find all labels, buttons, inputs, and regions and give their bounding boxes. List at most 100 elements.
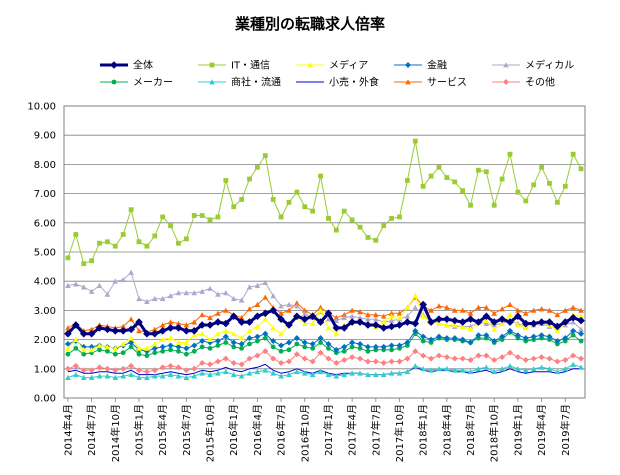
data-point [380, 313, 387, 319]
data-point [333, 227, 339, 233]
data-point [578, 338, 584, 344]
data-point [64, 365, 71, 372]
data-point [245, 318, 254, 326]
data-point [578, 364, 584, 370]
legend-label: 商社・流通 [231, 76, 281, 89]
data-point [168, 347, 173, 353]
data-point [230, 330, 237, 337]
data-point [420, 338, 426, 344]
data-point [357, 355, 364, 362]
data-point [160, 214, 166, 220]
data-point [199, 213, 205, 218]
data-point [326, 345, 331, 351]
data-point [65, 345, 71, 351]
data-point [183, 367, 190, 374]
data-point [128, 371, 134, 378]
data-point [223, 328, 229, 334]
data-point [310, 345, 316, 351]
data-point [247, 341, 252, 347]
data-point [73, 281, 79, 287]
data-point [269, 306, 277, 315]
data-point [539, 164, 544, 170]
data-point [436, 366, 442, 372]
data-point [183, 290, 190, 296]
data-point [183, 345, 190, 352]
data-point [412, 327, 419, 334]
data-point [79, 329, 88, 338]
data-point [238, 373, 245, 379]
data-point [373, 316, 379, 322]
data-point [333, 346, 340, 353]
data-point [570, 361, 576, 367]
data-point [458, 318, 467, 326]
data-point [168, 223, 173, 229]
x-tick-label: 2015年7月 [180, 404, 193, 456]
data-point [451, 367, 458, 373]
data-point [491, 326, 498, 332]
data-point [229, 312, 238, 321]
data-point [325, 340, 332, 347]
data-point [396, 310, 403, 316]
data-point [302, 344, 308, 350]
data-point [372, 358, 379, 365]
data-point [199, 288, 205, 294]
data-point [317, 335, 324, 342]
data-point [365, 316, 371, 322]
data-point [475, 304, 482, 310]
data-point [151, 367, 158, 374]
data-point [507, 363, 513, 369]
data-point [151, 295, 158, 302]
data-point [530, 307, 537, 313]
data-point [167, 342, 174, 349]
data-point [230, 359, 237, 366]
y-tick-label: 2.00 [34, 335, 56, 346]
data-point [97, 347, 102, 353]
data-point [144, 353, 150, 359]
data-point [444, 304, 450, 310]
data-point [262, 153, 268, 159]
data-point [73, 345, 79, 351]
data-point [428, 367, 434, 373]
data-point [136, 374, 142, 380]
data-point [460, 188, 466, 194]
data-point [199, 330, 205, 337]
data-point [491, 357, 498, 364]
data-point [278, 303, 284, 309]
data-point [262, 294, 269, 300]
data-point [373, 311, 379, 318]
data-point [144, 374, 150, 380]
x-axis: 2014年4月 2014年7月 2014年10月 2015年1月 2015年4月 2015… [61, 398, 572, 462]
data-point [183, 322, 190, 328]
data-point [112, 345, 119, 351]
data-point [270, 197, 276, 202]
data-point [404, 368, 411, 375]
data-point [159, 343, 166, 350]
data-point [294, 341, 300, 347]
data-point [223, 340, 229, 345]
data-point [73, 232, 79, 237]
data-point [120, 276, 127, 283]
data-point [515, 189, 521, 195]
data-point [88, 367, 95, 374]
data-point [397, 214, 402, 220]
data-point [522, 335, 529, 342]
data-point [444, 175, 450, 180]
data-point [151, 373, 158, 379]
data-point [435, 315, 443, 323]
data-point [262, 335, 268, 341]
data-point [547, 180, 552, 186]
data-point [561, 318, 570, 326]
data-point [420, 352, 427, 359]
data-point [136, 345, 142, 351]
data-point [435, 352, 442, 359]
legend-marker [405, 79, 411, 85]
data-point [554, 368, 561, 375]
data-point [285, 358, 292, 365]
data-point [285, 321, 293, 329]
x-tick-label: 2014年7月 [85, 404, 98, 456]
data-point [554, 358, 561, 365]
data-point [490, 318, 499, 326]
data-point [199, 344, 205, 350]
data-point [151, 326, 158, 332]
data-point [278, 330, 284, 337]
